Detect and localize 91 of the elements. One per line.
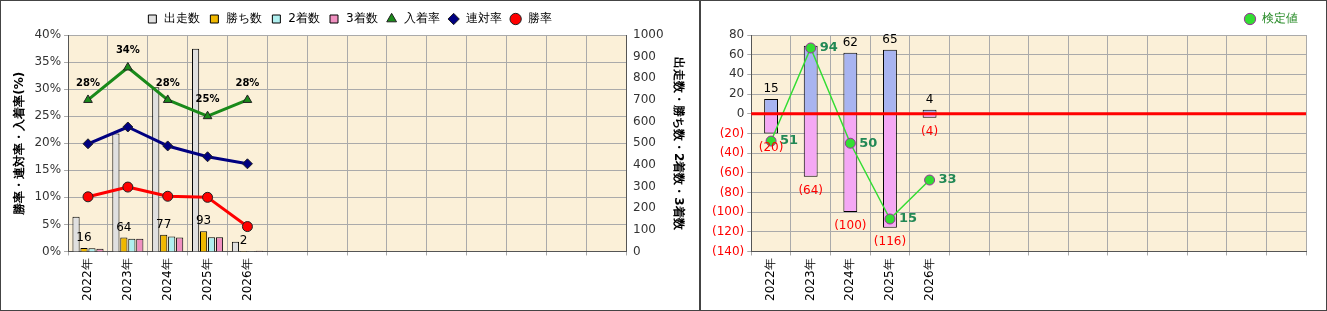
x-tick-label: 2022年 bbox=[80, 258, 95, 302]
data-label: 28% bbox=[76, 76, 100, 88]
point bbox=[924, 174, 936, 186]
data-label: (100) bbox=[834, 218, 867, 233]
point bbox=[122, 121, 134, 133]
y-tick-label: 0 bbox=[736, 105, 745, 120]
data-label: (64) bbox=[798, 182, 824, 197]
point bbox=[241, 158, 253, 170]
y2-tick-label: 900 bbox=[633, 48, 656, 63]
legend-label: 検定値 bbox=[1262, 11, 1298, 26]
data-label: 65 bbox=[882, 31, 898, 46]
data-label: 62 bbox=[842, 34, 858, 49]
point bbox=[242, 94, 253, 103]
legend-label: 3着数 bbox=[346, 11, 378, 26]
data-label: 2 bbox=[239, 233, 248, 248]
y2-tick-label: 400 bbox=[633, 157, 656, 171]
y-tick-label: 5% bbox=[42, 216, 62, 231]
point bbox=[162, 94, 173, 103]
x-tick-label: 2025年 bbox=[199, 258, 214, 302]
x-tick-label: 2023年 bbox=[802, 258, 817, 302]
legend-label: 2着数 bbox=[288, 11, 321, 26]
point bbox=[202, 151, 214, 163]
y-tick-label: (60) bbox=[719, 164, 745, 179]
point bbox=[884, 213, 896, 225]
data-label: (116) bbox=[873, 233, 907, 248]
y2-tick-label: 700 bbox=[633, 92, 656, 107]
y-tick-label: 30% bbox=[34, 81, 62, 96]
y-tick-label: 0% bbox=[42, 243, 62, 258]
point bbox=[805, 42, 817, 54]
x-tick-label: 2023年 bbox=[119, 258, 134, 302]
legend-label: 勝ち数 bbox=[226, 11, 263, 26]
data-label: 77 bbox=[156, 216, 172, 231]
y-tick-label: 60 bbox=[728, 46, 745, 61]
legend-label: 入着率 bbox=[403, 11, 440, 26]
point bbox=[82, 138, 94, 150]
y2-tick-label: 600 bbox=[633, 113, 656, 128]
y2-tick-label: 0 bbox=[633, 243, 641, 258]
point bbox=[122, 181, 134, 193]
y-tick-label: (140) bbox=[711, 243, 745, 258]
point bbox=[123, 61, 133, 71]
data-label: 28% bbox=[235, 76, 260, 88]
x-tick-label: 2024年 bbox=[159, 258, 174, 302]
y-tick-label: 40 bbox=[728, 66, 745, 81]
data-label: 4 bbox=[925, 91, 934, 106]
data-label: 34% bbox=[115, 44, 140, 56]
y-tick-label: 40% bbox=[34, 27, 62, 42]
data-label: 15 bbox=[763, 81, 779, 96]
y-tick-label: 20 bbox=[728, 86, 745, 101]
point bbox=[82, 191, 94, 203]
y2-tick-label: 200 bbox=[633, 200, 656, 215]
legend-label: 連対率 bbox=[465, 11, 502, 26]
data-label: (4) bbox=[921, 123, 939, 138]
point bbox=[162, 190, 174, 202]
point bbox=[844, 137, 856, 149]
data-label: 50 bbox=[859, 134, 878, 150]
data-label: 16 bbox=[76, 230, 92, 245]
data-label: 28% bbox=[155, 76, 180, 88]
x-tick-label: 2026年 bbox=[239, 258, 254, 302]
y-tick-label: 15% bbox=[34, 162, 62, 177]
point bbox=[202, 110, 213, 120]
y-tick-label: 35% bbox=[34, 54, 62, 69]
y-tick-label: 20% bbox=[34, 135, 62, 150]
y2-axis-title: 出走数・勝ち数・2着数・3着数 bbox=[671, 56, 686, 231]
x-tick-label: 2026年 bbox=[921, 258, 936, 302]
y-tick-label: 25% bbox=[34, 108, 62, 123]
legend-label: 勝率 bbox=[527, 11, 552, 26]
legend-label: 出走数 bbox=[164, 11, 201, 26]
y-tick-label: 80 bbox=[728, 27, 745, 42]
point bbox=[241, 221, 253, 233]
data-label: 64 bbox=[116, 219, 132, 234]
data-label: 15 bbox=[898, 210, 918, 226]
y-tick-label: 10% bbox=[34, 189, 62, 204]
y2-tick-label: 300 bbox=[633, 178, 656, 193]
y2-tick-label: 500 bbox=[633, 135, 656, 150]
y2-tick-label: 1000 bbox=[633, 27, 664, 42]
y-tick-label: (100) bbox=[711, 204, 745, 219]
y2-tick-label: 100 bbox=[633, 221, 656, 236]
x-tick-label: 2025年 bbox=[882, 258, 897, 302]
x-tick-label: 2024年 bbox=[842, 258, 857, 302]
x-tick-label: 2022年 bbox=[763, 258, 778, 302]
data-label: 33 bbox=[938, 171, 957, 187]
y-tick-label: (80) bbox=[719, 184, 745, 199]
y2-tick-label: 800 bbox=[633, 70, 656, 85]
y-tick-label: (40) bbox=[719, 145, 745, 160]
y-tick-label: (20) bbox=[719, 125, 745, 140]
point bbox=[162, 140, 174, 152]
data-label: 94 bbox=[819, 39, 838, 55]
y-tick-label: (120) bbox=[711, 223, 745, 238]
point bbox=[83, 94, 93, 103]
point bbox=[202, 191, 214, 203]
y-axis-title: 勝率・連対率・入着率(%) bbox=[12, 71, 27, 216]
